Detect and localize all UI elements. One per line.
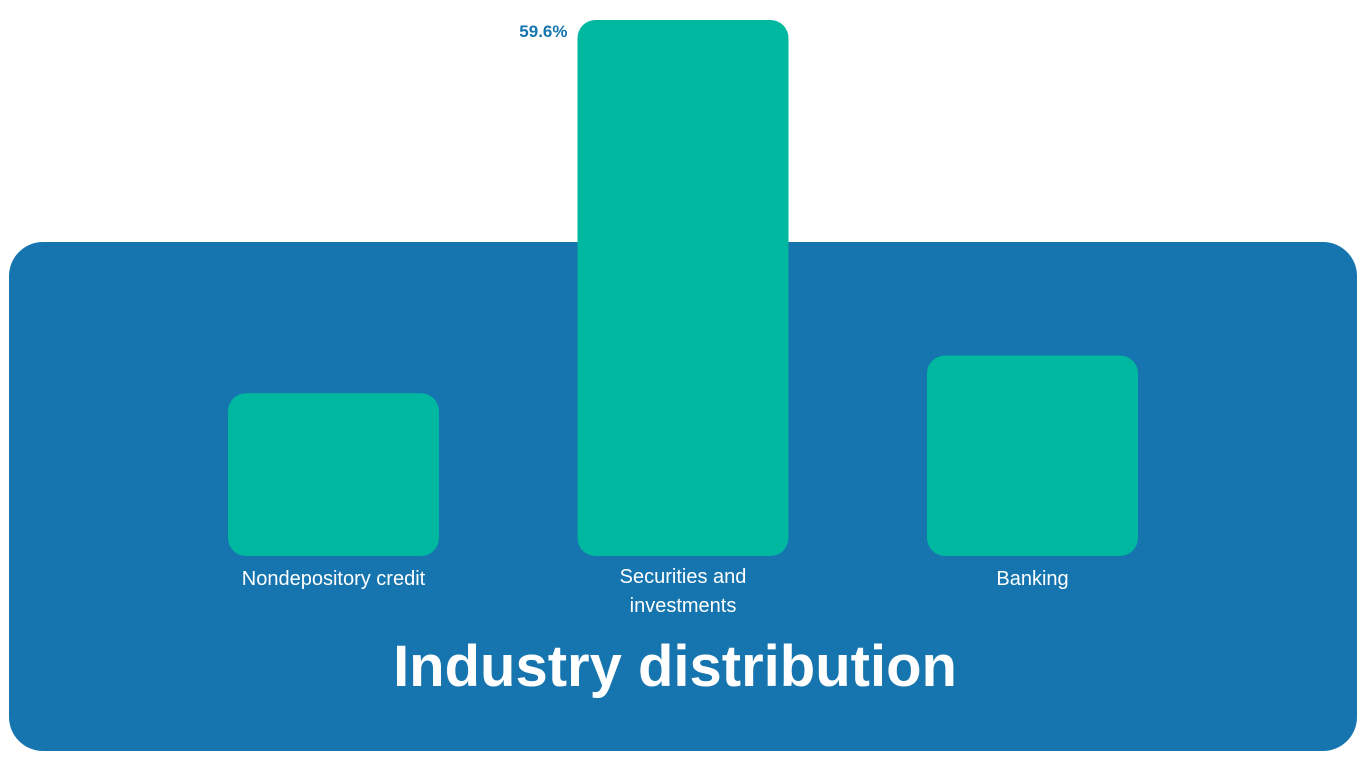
value-label-1: 18.1%: [170, 395, 218, 414]
value-label-3: 22.3%: [869, 357, 917, 376]
bars-group: [228, 20, 1138, 556]
category-label-2-line-1: Securities and: [620, 566, 747, 588]
chart-title: Industry distribution: [393, 634, 957, 699]
category-label-1: Nondepository credit: [242, 568, 426, 590]
category-labels-group: Nondepository credit Securities and invest…: [242, 566, 1069, 617]
value-labels-group: 18.1% 59.6% 22.3%: [170, 22, 917, 414]
bar-1: [228, 393, 439, 556]
bar-3: [927, 355, 1138, 556]
category-label-2-line-2: investments: [630, 595, 737, 617]
category-label-3: Banking: [996, 568, 1068, 590]
bar-2: [577, 20, 789, 556]
value-label-2: 59.6%: [519, 22, 567, 41]
